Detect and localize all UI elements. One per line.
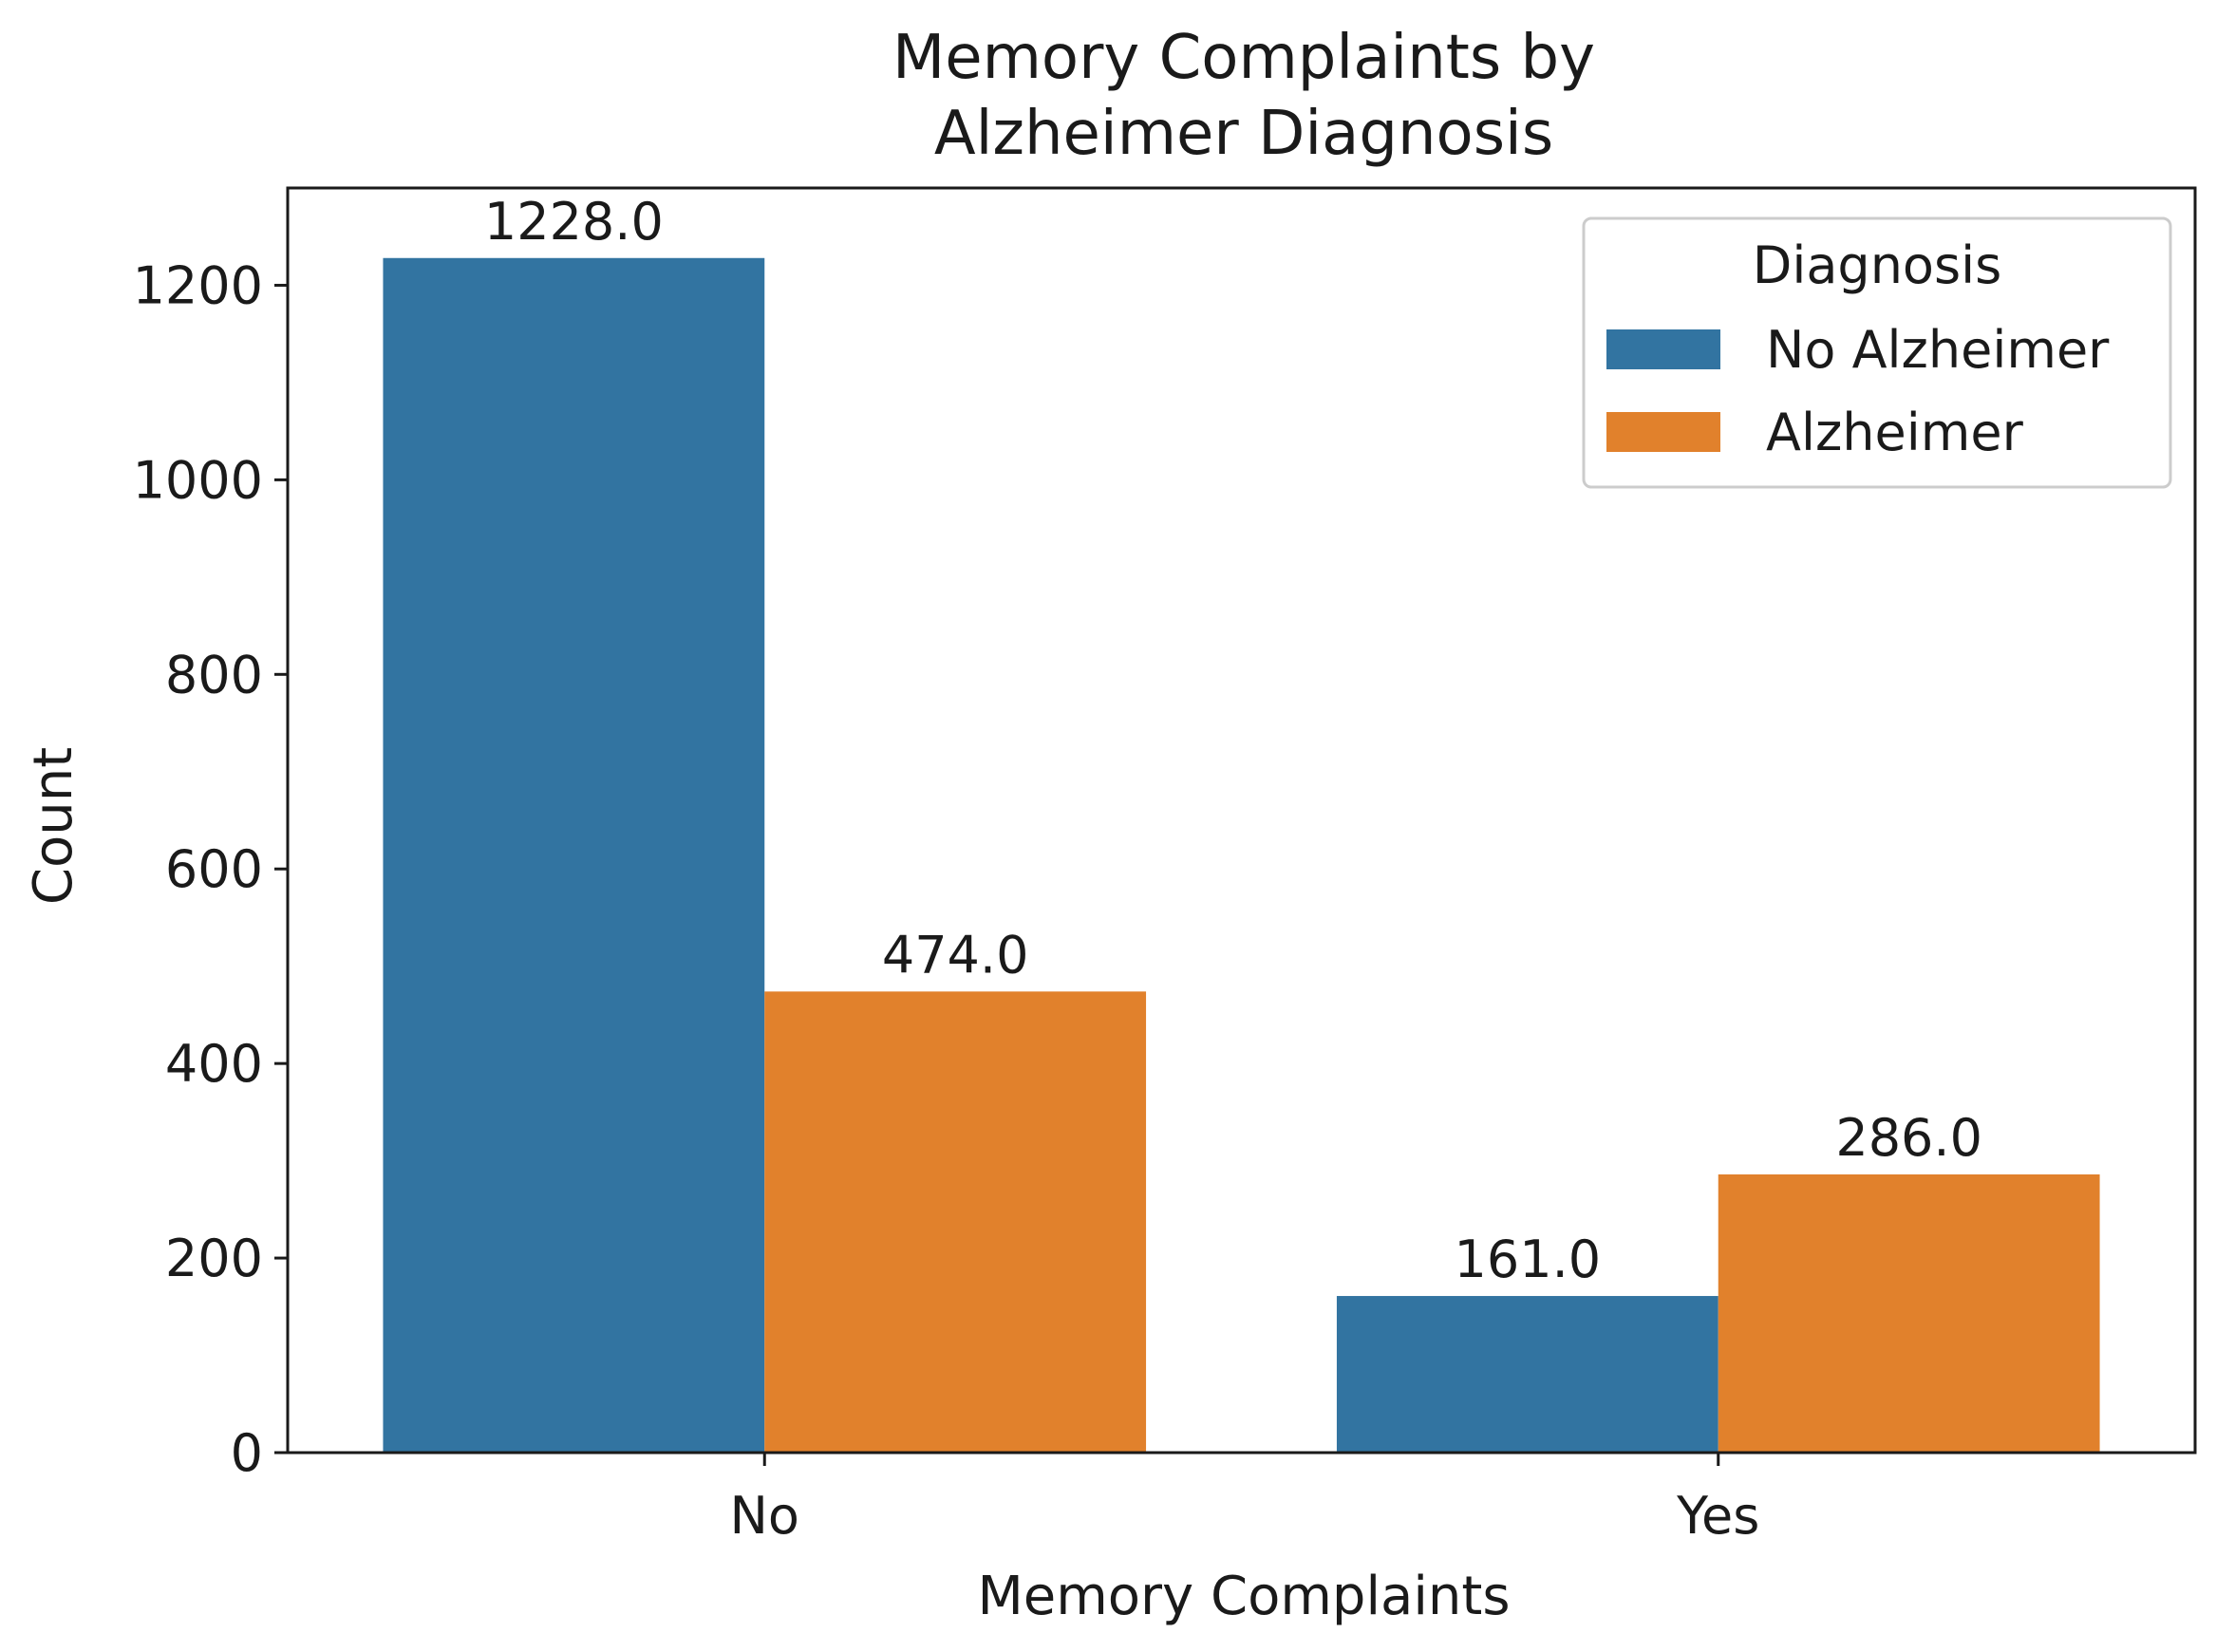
x-axis-label: Memory Complaints bbox=[977, 1566, 1510, 1627]
data-label-yes-alzheimer: 286.0 bbox=[1835, 1108, 1982, 1168]
y-tick-label-1200: 1200 bbox=[133, 255, 263, 315]
legend-swatch-no-alzheimer bbox=[1606, 329, 1720, 369]
chart-title-line-2: Alzheimer Diagnosis bbox=[934, 99, 1553, 169]
data-label-no-no-alzheimer: 1228.0 bbox=[484, 192, 664, 252]
data-label-yes-no-alzheimer: 161.0 bbox=[1455, 1230, 1602, 1289]
bars-group bbox=[383, 257, 2100, 1453]
data-labels-group: 1228.0 474.0 161.0 286.0 bbox=[484, 192, 1982, 1289]
chart-title-line-1: Memory Complaints by bbox=[892, 23, 1595, 93]
legend-title: Diagnosis bbox=[1753, 235, 2002, 295]
y-axis: 0 200 400 600 800 1000 1200 bbox=[133, 255, 288, 1483]
axes-frame bbox=[286, 186, 2197, 1455]
legend-label-no-alzheimer: No Alzheimer bbox=[1766, 320, 2110, 380]
legend: Diagnosis No Alzheimer Alzheimer bbox=[1582, 216, 2172, 489]
legend-box bbox=[1582, 216, 2172, 489]
y-tick-label-1000: 1000 bbox=[133, 450, 263, 510]
data-label-no-alzheimer: 474.0 bbox=[882, 925, 1029, 985]
x-axis: No Yes bbox=[730, 1453, 1759, 1546]
y-axis-label: Count bbox=[23, 747, 85, 905]
bar-no-no-alzheimer bbox=[383, 257, 765, 1453]
y-tick-label-400: 400 bbox=[165, 1034, 263, 1094]
y-tick-label-600: 600 bbox=[165, 839, 263, 899]
bar-no-alzheimer bbox=[764, 991, 1147, 1453]
y-tick-label-200: 200 bbox=[165, 1229, 263, 1288]
legend-swatch-alzheimer bbox=[1606, 412, 1720, 452]
x-tick-label-no: No bbox=[730, 1486, 799, 1546]
bar-yes-alzheimer bbox=[1718, 1173, 2100, 1453]
x-tick-label-yes: Yes bbox=[1676, 1486, 1759, 1546]
bar-yes-no-alzheimer bbox=[1336, 1296, 1718, 1453]
y-tick-label-0: 0 bbox=[231, 1423, 263, 1483]
legend-label-alzheimer: Alzheimer bbox=[1766, 403, 2024, 462]
y-tick-label-800: 800 bbox=[165, 645, 263, 704]
